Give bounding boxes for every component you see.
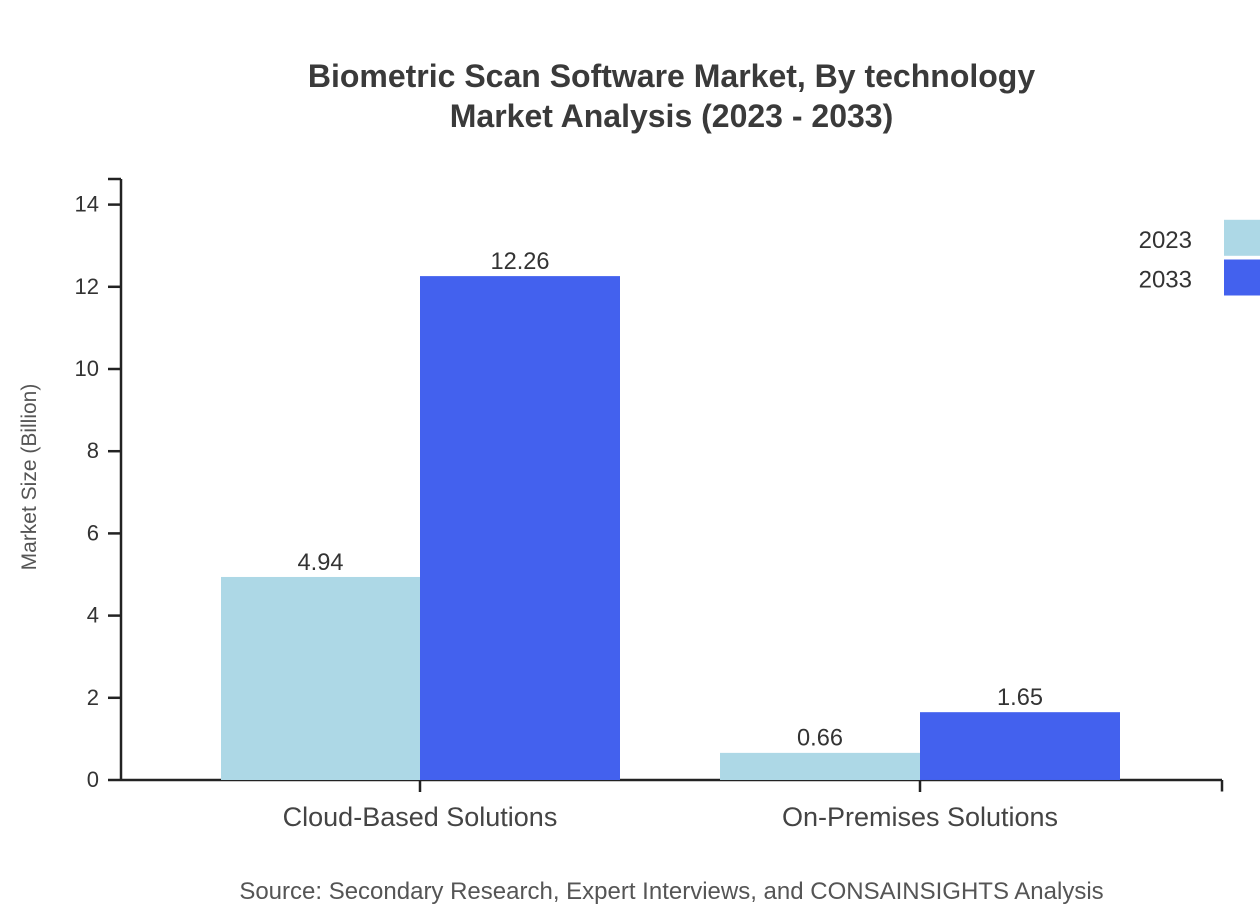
svg-text:2033: 2033	[1139, 267, 1192, 294]
svg-text:6: 6	[87, 520, 99, 545]
svg-text:10: 10	[75, 356, 99, 381]
svg-text:14: 14	[75, 192, 99, 217]
svg-text:4: 4	[87, 603, 99, 628]
svg-text:0.66: 0.66	[797, 726, 843, 752]
svg-text:Cloud-Based Solutions: Cloud-Based Solutions	[283, 802, 558, 832]
svg-text:1.65: 1.65	[997, 685, 1043, 711]
svg-text:0: 0	[87, 767, 99, 792]
svg-text:2023: 2023	[1139, 227, 1192, 254]
svg-text:2: 2	[87, 685, 99, 710]
svg-text:8: 8	[87, 438, 99, 463]
svg-text:On-Premises Solutions: On-Premises Solutions	[782, 802, 1058, 832]
svg-text:4.94: 4.94	[298, 550, 344, 576]
svg-text:12: 12	[75, 274, 99, 299]
svg-text:12.26: 12.26	[490, 249, 549, 275]
